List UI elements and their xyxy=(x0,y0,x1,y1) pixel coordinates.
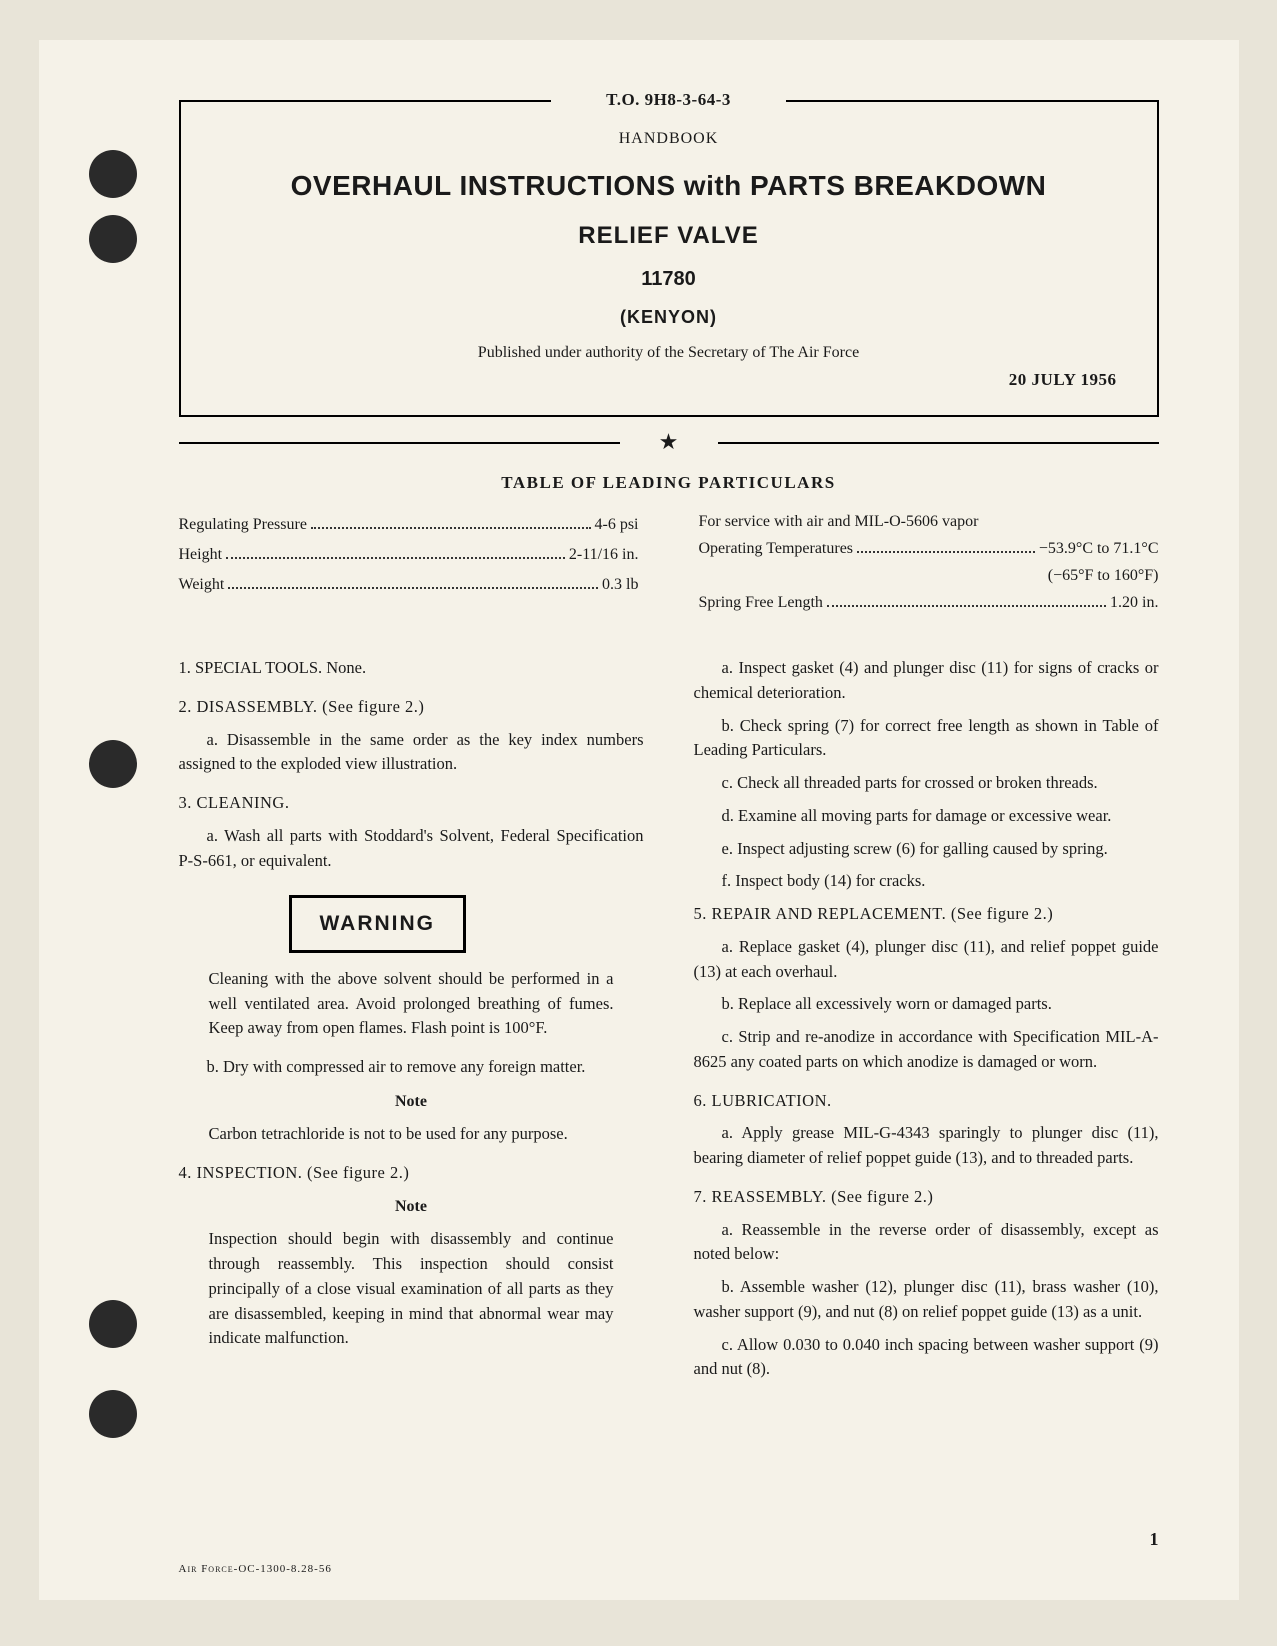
footer-text: Air Force-OC-1300-8.28-56 xyxy=(179,1563,332,1575)
temperature-fahrenheit: (−65°F to 160°F) xyxy=(699,567,1159,585)
section-inspection: 4. INSPECTION. (See figure 2.) Note Insp… xyxy=(179,1161,644,1352)
particular-value: 4-6 psi xyxy=(595,513,639,537)
punch-hole xyxy=(89,215,137,263)
paragraph: a. Apply grease MIL-G-4343 sparingly to … xyxy=(694,1121,1159,1171)
particular-value: 2-11/16 in. xyxy=(569,543,639,567)
particular-row: Height 2-11/16 in. xyxy=(179,543,639,567)
section-lubrication: 6. LUBRICATION. a. Apply grease MIL-G-43… xyxy=(694,1089,1159,1171)
section-heading: 7. REASSEMBLY. (See figure 2.) xyxy=(694,1185,1159,1210)
section-heading: 2. DISASSEMBLY. (See figure 2.) xyxy=(179,695,644,720)
publication-date: 20 JULY 1956 xyxy=(221,370,1117,390)
punch-hole xyxy=(89,740,137,788)
leader-dots xyxy=(226,557,565,559)
part-number: 11780 xyxy=(221,268,1117,291)
service-note: For service with air and MIL-O-5606 vapo… xyxy=(699,513,1159,531)
note-label: Note xyxy=(179,1090,644,1114)
particular-row: Operating Temperatures −53.9°C to 71.1°C xyxy=(699,537,1159,561)
particular-label: Weight xyxy=(179,573,225,597)
section-disassembly: 2. DISASSEMBLY. (See figure 2.) a. Disas… xyxy=(179,695,644,777)
punch-hole xyxy=(89,1300,137,1348)
particular-label: Spring Free Length xyxy=(699,591,823,615)
particulars-title: TABLE OF LEADING PARTICULARS xyxy=(179,473,1159,493)
left-column: 1. SPECIAL TOOLS. None. 2. DISASSEMBLY. … xyxy=(179,656,644,1396)
paragraph: b. Assemble washer (12), plunger disc (1… xyxy=(694,1275,1159,1325)
note-label: Note xyxy=(179,1195,644,1219)
particulars-left-column: Regulating Pressure 4-6 psi Height 2-11/… xyxy=(179,513,639,621)
document-page: T.O. 9H8-3-64-3 HANDBOOK OVERHAUL INSTRU… xyxy=(39,40,1239,1600)
particular-value: 1.20 in. xyxy=(1110,591,1158,615)
body-content: 1. SPECIAL TOOLS. None. 2. DISASSEMBLY. … xyxy=(179,656,1159,1396)
section-special-tools: 1. SPECIAL TOOLS. None. xyxy=(179,656,644,681)
paragraph: c. Strip and re-anodize in accordance wi… xyxy=(694,1025,1159,1075)
section-reassembly: 7. REASSEMBLY. (See figure 2.) a. Reasse… xyxy=(694,1185,1159,1382)
particular-value: 0.3 lb xyxy=(602,573,638,597)
paragraph: c. Check all threaded parts for crossed … xyxy=(694,771,1159,796)
main-title: OVERHAUL INSTRUCTIONS with PARTS BREAKDO… xyxy=(221,170,1117,202)
punch-hole xyxy=(89,150,137,198)
leader-dots xyxy=(827,605,1106,607)
particulars-table: Regulating Pressure 4-6 psi Height 2-11/… xyxy=(179,513,1159,621)
paragraph: e. Inspect adjusting screw (6) for galli… xyxy=(694,837,1159,862)
paragraph: a. Wash all parts with Stoddard's Solven… xyxy=(179,824,644,874)
right-column: a. Inspect gasket (4) and plunger disc (… xyxy=(694,656,1159,1396)
paragraph: b. Dry with compressed air to remove any… xyxy=(179,1055,644,1080)
particular-row: Weight 0.3 lb xyxy=(179,573,639,597)
particulars-right-column: For service with air and MIL-O-5606 vapo… xyxy=(699,513,1159,621)
handbook-label: HANDBOOK xyxy=(221,130,1117,148)
particular-label: Operating Temperatures xyxy=(699,537,854,561)
particular-label: Height xyxy=(179,543,223,567)
warning-text: Cleaning with the above solvent should b… xyxy=(209,967,614,1041)
page-number: 1 xyxy=(1150,1529,1159,1550)
paragraph: b. Check spring (7) for correct free len… xyxy=(694,714,1159,764)
particular-label: Regulating Pressure xyxy=(179,513,307,537)
section-heading: 6. LUBRICATION. xyxy=(694,1089,1159,1114)
paragraph: b. Replace all excessively worn or damag… xyxy=(694,992,1159,1017)
punch-hole xyxy=(89,1390,137,1438)
paragraph: a. Disassemble in the same order as the … xyxy=(179,728,644,778)
particular-row: Regulating Pressure 4-6 psi xyxy=(179,513,639,537)
leader-dots xyxy=(311,527,591,529)
particular-value: −53.9°C to 71.1°C xyxy=(1039,537,1159,561)
section-heading: 5. REPAIR AND REPLACEMENT. (See figure 2… xyxy=(694,902,1159,927)
star-divider: ★ xyxy=(179,429,1159,455)
manufacturer: (KENYON) xyxy=(221,307,1117,328)
note-text: Carbon tetrachloride is not to be used f… xyxy=(209,1122,614,1147)
star-icon: ★ xyxy=(644,429,694,454)
section-cleaning: 3. CLEANING. a. Wash all parts with Stod… xyxy=(179,791,644,1147)
leader-dots xyxy=(857,551,1035,553)
note-text: Inspection should begin with disassembly… xyxy=(209,1227,614,1351)
paragraph: a. Reassemble in the reverse order of di… xyxy=(694,1218,1159,1268)
paragraph: d. Examine all moving parts for damage o… xyxy=(694,804,1159,829)
technical-order-number: T.O. 9H8-3-64-3 xyxy=(591,90,746,110)
paragraph: a. Replace gasket (4), plunger disc (11)… xyxy=(694,935,1159,985)
paragraph: a. Inspect gasket (4) and plunger disc (… xyxy=(694,656,1159,706)
section-heading: 4. INSPECTION. (See figure 2.) xyxy=(179,1161,644,1186)
header-box: T.O. 9H8-3-64-3 HANDBOOK OVERHAUL INSTRU… xyxy=(179,100,1159,417)
paragraph: c. Allow 0.030 to 0.040 inch spacing bet… xyxy=(694,1333,1159,1383)
warning-box: WARNING xyxy=(289,895,467,953)
sub-title: RELIEF VALVE xyxy=(221,222,1117,250)
leader-dots xyxy=(228,587,598,589)
particular-row: Spring Free Length 1.20 in. xyxy=(699,591,1159,615)
section-heading: 3. CLEANING. xyxy=(179,791,644,816)
paragraph: f. Inspect body (14) for cracks. xyxy=(694,869,1159,894)
section-repair: 5. REPAIR AND REPLACEMENT. (See figure 2… xyxy=(694,902,1159,1075)
authority-statement: Published under authority of the Secreta… xyxy=(221,344,1117,362)
